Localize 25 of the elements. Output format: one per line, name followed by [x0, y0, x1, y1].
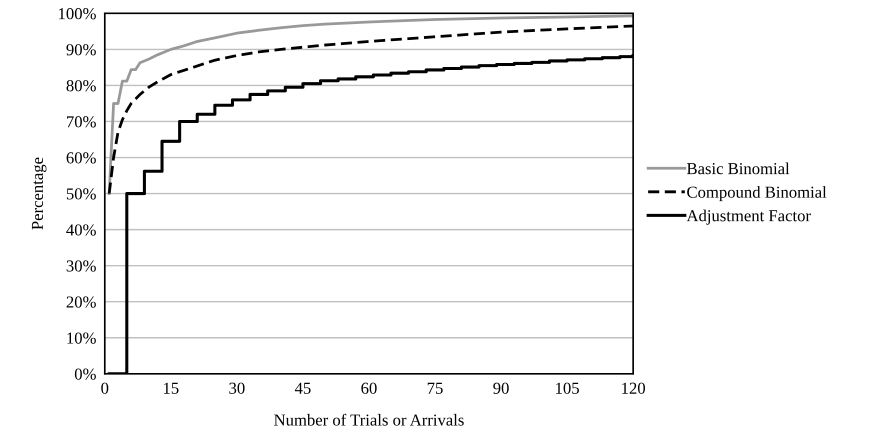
x-tick-label: 75	[428, 382, 443, 394]
y-tick-label: 100%	[59, 8, 96, 20]
y-tick-label: 0%	[74, 368, 96, 380]
x-tick-label: 60	[361, 382, 377, 394]
legend-label: Adjustment Factor	[686, 210, 811, 225]
y-tick-label: 80%	[66, 80, 96, 92]
y-tick-label: 60%	[66, 152, 96, 164]
x-tick-label: 120	[622, 382, 646, 394]
y-tick-label: 20%	[66, 296, 96, 308]
legend-label: Compound Binomial	[687, 186, 826, 202]
legend-label: Basic Binomial	[686, 162, 790, 174]
x-tick-label: 30	[229, 382, 245, 394]
x-axis-title: Number of Trials or Arrivals	[274, 414, 464, 426]
x-tick-label: 0	[101, 382, 108, 394]
x-tick-label: 45	[294, 382, 311, 394]
x-tick-label: 105	[556, 382, 579, 394]
y-tick-label: 30%	[66, 260, 96, 272]
y-tick-label: 10%	[67, 332, 96, 344]
y-tick-label: 40%	[66, 224, 96, 236]
y-axis-title: Percentage	[32, 158, 46, 230]
x-tick-label: 15	[164, 382, 179, 394]
x-tick-label: 90	[493, 382, 509, 394]
y-tick-label: 70%	[67, 116, 96, 128]
y-tick-label: 50%	[66, 188, 96, 200]
y-tick-label: 90%	[66, 44, 96, 56]
